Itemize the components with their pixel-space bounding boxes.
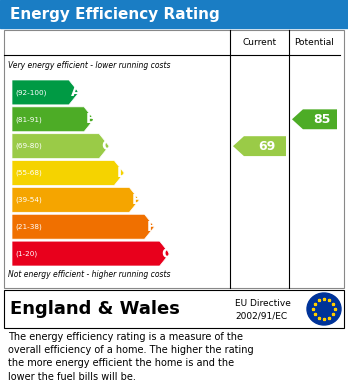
Polygon shape bbox=[12, 241, 169, 266]
Text: 69: 69 bbox=[258, 140, 276, 152]
Polygon shape bbox=[12, 161, 124, 185]
Text: (81-91): (81-91) bbox=[15, 116, 42, 122]
Text: Very energy efficient - lower running costs: Very energy efficient - lower running co… bbox=[8, 61, 171, 70]
Text: E: E bbox=[132, 193, 141, 207]
Ellipse shape bbox=[307, 293, 341, 325]
Polygon shape bbox=[12, 187, 140, 212]
Text: EU Directive: EU Directive bbox=[235, 299, 291, 308]
Text: (55-68): (55-68) bbox=[15, 170, 42, 176]
Text: Not energy efficient - higher running costs: Not energy efficient - higher running co… bbox=[8, 270, 171, 279]
Text: B: B bbox=[86, 112, 97, 126]
Polygon shape bbox=[233, 136, 286, 156]
Bar bbox=[4, 30, 344, 288]
Text: G: G bbox=[161, 247, 173, 260]
Polygon shape bbox=[12, 134, 109, 159]
Text: 2002/91/EC: 2002/91/EC bbox=[235, 311, 287, 320]
Bar bbox=[4, 290, 344, 328]
Text: D: D bbox=[116, 166, 128, 180]
Text: (39-54): (39-54) bbox=[15, 197, 42, 203]
Polygon shape bbox=[12, 80, 79, 105]
Polygon shape bbox=[12, 214, 155, 239]
Text: (92-100): (92-100) bbox=[15, 89, 46, 96]
Text: (1-20): (1-20) bbox=[15, 250, 37, 257]
Text: C: C bbox=[101, 139, 111, 153]
Text: A: A bbox=[71, 85, 82, 99]
Text: The energy efficiency rating is a measure of the
overall efficiency of a home. T: The energy efficiency rating is a measur… bbox=[8, 332, 254, 382]
Bar bbox=[0, 0, 348, 28]
Text: F: F bbox=[147, 220, 156, 234]
Text: Current: Current bbox=[243, 38, 277, 47]
Text: 85: 85 bbox=[313, 113, 331, 126]
Text: England & Wales: England & Wales bbox=[10, 300, 180, 318]
Text: Energy Efficiency Rating: Energy Efficiency Rating bbox=[10, 7, 220, 22]
Text: Potential: Potential bbox=[294, 38, 334, 47]
Polygon shape bbox=[292, 109, 337, 129]
Polygon shape bbox=[12, 107, 94, 132]
Text: (21-38): (21-38) bbox=[15, 224, 42, 230]
Text: (69-80): (69-80) bbox=[15, 143, 42, 149]
